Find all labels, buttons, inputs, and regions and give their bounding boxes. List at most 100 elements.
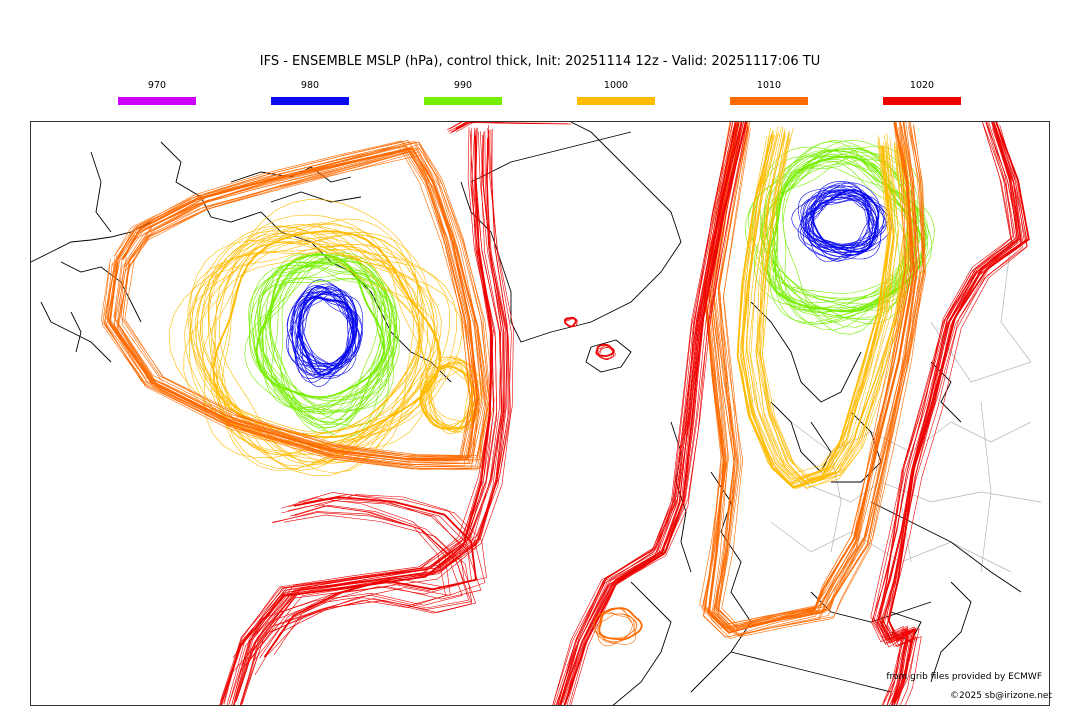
- legend-swatch-1010: [730, 97, 808, 105]
- isobar-1020: [882, 125, 1023, 705]
- isobar-1000: [194, 232, 435, 471]
- legend-label-980: 980: [300, 80, 320, 91]
- isobar-1010: [598, 607, 643, 641]
- isobar-1020: [871, 122, 1013, 705]
- legend-swatch-1000: [577, 97, 655, 105]
- isobar-1020: [253, 500, 465, 661]
- isobar-1020: [226, 128, 498, 705]
- isobar-1010: [711, 122, 921, 636]
- map-canvas[interactable]: [30, 121, 1050, 706]
- isobar-1020: [560, 122, 743, 705]
- isobar-1000: [187, 233, 438, 451]
- isobar-1020: [876, 124, 1018, 705]
- isobar-1020: [878, 122, 1020, 705]
- isobar-1000: [742, 128, 891, 475]
- isobar-1020: [558, 122, 739, 705]
- isobar-1020: [595, 343, 615, 357]
- isobar-1010: [108, 141, 477, 458]
- isobar-980: [802, 190, 870, 262]
- isobar-1020: [565, 122, 748, 704]
- legend-label-1000: 1000: [603, 80, 629, 91]
- isobar-1020: [872, 122, 1014, 704]
- isobar-1010: [703, 122, 910, 626]
- isobar-1010: [104, 141, 478, 460]
- isobar-1010: [699, 122, 907, 626]
- isobar-1010: [104, 150, 476, 466]
- isobar-1020: [560, 123, 740, 705]
- isobar-1010: [102, 149, 471, 462]
- isobar-1020: [564, 317, 578, 327]
- isobar-1020: [240, 130, 511, 705]
- isobar-980: [804, 181, 879, 245]
- isobar-1010: [704, 122, 913, 630]
- isobar-1000: [200, 238, 458, 467]
- isobar-1000: [759, 130, 914, 484]
- isobar-1020: [242, 505, 473, 667]
- isobar-990: [269, 269, 396, 420]
- isobar-1000: [209, 232, 422, 434]
- isobar-1010: [106, 140, 476, 457]
- isobar-990: [268, 260, 397, 407]
- isobar-980: [286, 287, 357, 378]
- isobar-990: [270, 266, 391, 413]
- isobar-990: [265, 254, 383, 420]
- isobar-990: [249, 278, 392, 415]
- isobar-1020: [879, 122, 1021, 704]
- isobar-1020: [886, 122, 1028, 704]
- isobar-1010: [107, 142, 480, 458]
- isobar-1010: [596, 607, 636, 643]
- isobar-1000: [195, 249, 420, 452]
- isobar-1020: [557, 122, 737, 705]
- isobar-980: [302, 291, 360, 379]
- isobar-1010: [113, 144, 487, 462]
- isobar-1010: [106, 151, 480, 470]
- isobar-1000: [207, 218, 429, 474]
- legend-swatch-970: [118, 97, 196, 105]
- isobar-980: [298, 292, 358, 368]
- isobar-1020: [876, 122, 1018, 705]
- isobar-1000: [189, 234, 423, 466]
- isobar-1000: [419, 356, 475, 430]
- isobar-1020: [872, 122, 1013, 705]
- isobar-1020: [219, 132, 492, 705]
- legend-item-1010: 1010: [730, 80, 808, 105]
- legend-item-980: 980: [271, 80, 349, 105]
- isobar-1020: [220, 130, 494, 705]
- isobar-1010: [714, 122, 923, 628]
- isobar-1020: [886, 124, 1028, 705]
- isobar-990: [270, 257, 400, 413]
- legend-label-1010: 1010: [756, 80, 782, 91]
- isobar-1000: [208, 226, 422, 456]
- isobar-980: [299, 292, 361, 370]
- isobar-1020: [233, 131, 503, 705]
- isobar-990: [782, 154, 918, 323]
- isobar-1010: [104, 145, 473, 460]
- isobar-1000: [420, 361, 473, 435]
- isobar-1020: [273, 494, 487, 655]
- isobar-1020: [251, 492, 482, 653]
- isobar-1020: [223, 127, 494, 704]
- isobar-1010: [107, 147, 481, 465]
- isobar-980: [805, 195, 871, 262]
- isobar-1020: [259, 497, 472, 659]
- isobar-1020: [455, 122, 475, 133]
- isobar-990: [774, 163, 920, 309]
- isobar-980: [798, 182, 871, 250]
- isobar-980: [302, 290, 358, 368]
- isobar-1000: [218, 233, 424, 463]
- map-svg: [31, 122, 1042, 705]
- isobar-1010: [122, 141, 491, 457]
- legend-label-990: 990: [453, 80, 473, 91]
- isobar-990: [774, 153, 929, 304]
- isobar-1010: [702, 127, 911, 638]
- isobar-1020: [234, 125, 505, 700]
- isobar-990: [751, 146, 918, 331]
- isobar-1020: [880, 124, 1022, 705]
- isobar-1000: [216, 222, 440, 456]
- isobar-1020: [254, 514, 473, 676]
- isobar-1000: [214, 245, 419, 464]
- isobar-1010: [705, 126, 916, 639]
- isobar-980: [290, 291, 352, 383]
- legend-swatch-980: [271, 97, 349, 105]
- isobar-1010: [113, 151, 488, 470]
